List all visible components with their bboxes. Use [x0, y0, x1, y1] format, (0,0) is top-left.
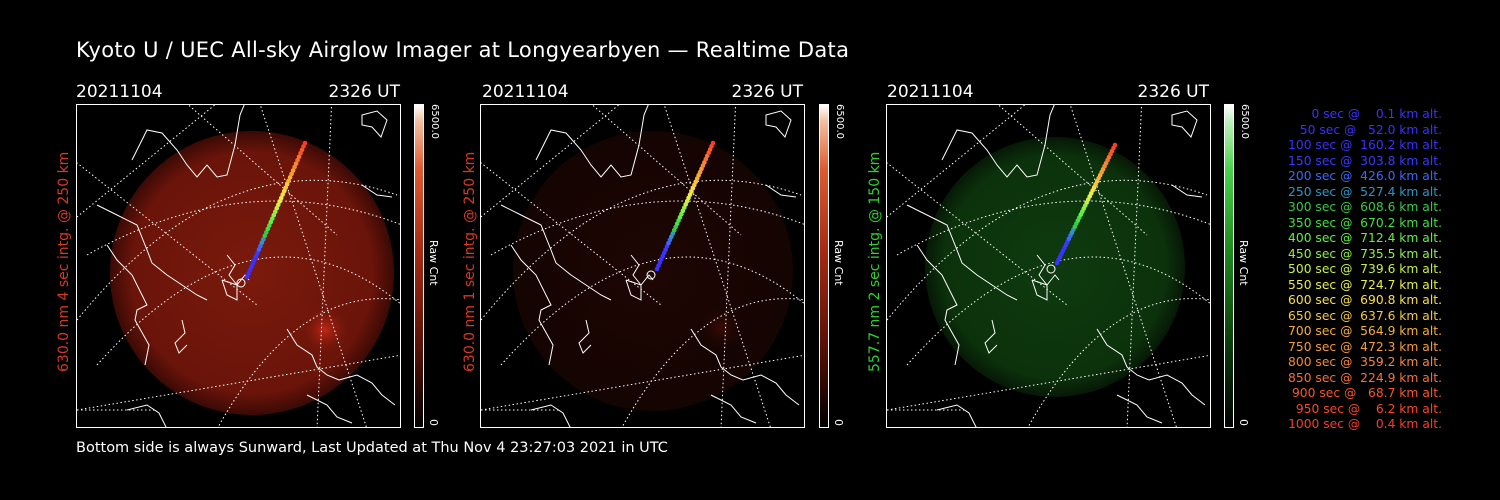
trajectory-point: [295, 157, 300, 163]
legend-row: 700 sec @ 564.9 km alt.: [1284, 324, 1442, 338]
panel-2-ylabel: 630.0 nm 1 sec intg. @ 250 km: [462, 151, 478, 372]
panel-1-cbar-max: 6500.0: [429, 104, 440, 139]
trajectory-point: [265, 226, 271, 232]
trajectory-point: [1112, 142, 1118, 148]
panel-1-image: [76, 104, 401, 428]
legend-row: 400 sec @ 712.4 km alt.: [1284, 231, 1442, 245]
panel-3-cbar-min: 0: [1237, 419, 1250, 426]
panel-1-time: 2326 UT: [328, 82, 401, 102]
panel-1-colorbar: [414, 104, 424, 428]
footer-note: Bottom side is always Sunward, Last Upda…: [76, 440, 668, 456]
legend-row: 850 sec @ 224.9 km alt.: [1284, 370, 1442, 385]
legend-row: 650 sec @ 637.6 km alt.: [1284, 308, 1442, 323]
legend-row: 450 sec @ 735.5 km alt.: [1284, 246, 1442, 261]
trajectory-point: [269, 216, 275, 221]
aurora-patch: [695, 301, 747, 353]
legend-row: 350 sec @ 670.2 km alt.: [1284, 215, 1442, 230]
trajectory-point: [292, 164, 297, 170]
trajectory-point: [274, 205, 280, 211]
legend-row: 250 sec @ 527.4 km alt.: [1284, 184, 1442, 199]
trajectory-point: [255, 250, 260, 256]
trajectory-point: [246, 271, 251, 276]
legend-row: 1000 sec @ 0.4 km alt.: [1288, 417, 1442, 431]
panel-2-cbar-min: 0: [832, 419, 845, 426]
trajectory-point: [290, 168, 296, 173]
legend-row: 900 sec @ 68.7 km alt.: [1288, 386, 1442, 400]
trajectory-point: [272, 209, 278, 215]
trajectory-point: [286, 178, 291, 184]
panel-3-image: [886, 104, 1211, 428]
legend-row: 950 sec @ 6.2 km alt.: [1291, 401, 1442, 416]
trajectory-point: [259, 240, 265, 245]
trajectory-1: [236, 140, 308, 288]
legend-row: 150 sec @ 303.8 km alt.: [1284, 153, 1442, 168]
trajectory-point: [281, 188, 287, 194]
trajectory-point: [249, 264, 254, 269]
panel-1-cbar-unit: Raw Cnt: [427, 240, 440, 286]
trajectory-point: [253, 254, 259, 259]
panel-2-cbar-max: 6500.0: [834, 104, 845, 139]
legend-row: 100 sec @ 160.2 km alt.: [1284, 138, 1442, 152]
panel-3-date: 20211104: [887, 82, 974, 102]
panel-1-ylabel: 630.0 nm 4 sec intg. @ 250 km: [56, 151, 72, 372]
legend-row: 50 sec @ 52.0 km alt.: [1291, 122, 1442, 137]
trajectory-point: [268, 219, 274, 225]
trajectory-point: [262, 233, 268, 239]
trajectory-point: [278, 195, 284, 201]
panel-2-colorbar: [819, 104, 829, 428]
legend-row: 500 sec @ 739.6 km alt.: [1284, 262, 1442, 276]
legend-row: 0 sec @ 0.1 km alt.: [1299, 107, 1442, 121]
legend-row: 600 sec @ 690.8 km alt.: [1284, 293, 1442, 307]
trajectory-point: [289, 171, 294, 177]
panel-2-time: 2326 UT: [731, 82, 804, 102]
aurora-patch: [299, 304, 351, 356]
legend-row: 550 sec @ 724.7 km alt.: [1284, 277, 1442, 292]
panel-3-cbar-max: 6500.0: [1239, 104, 1250, 139]
trajectory-point: [244, 274, 250, 280]
trajectory-point: [287, 175, 293, 180]
panel-2-date: 20211104: [482, 82, 569, 102]
trajectory-2: [646, 140, 716, 280]
trajectory-point: [247, 267, 253, 273]
legend-row: 800 sec @ 359.2 km alt.: [1284, 355, 1442, 369]
launch-site-marker: [1046, 264, 1056, 274]
trajectory-point: [299, 147, 305, 153]
trajectory-point: [302, 140, 308, 146]
page-title: Kyoto U / UEC All-sky Airglow Imager at …: [76, 38, 850, 62]
trajectory-point: [271, 212, 277, 218]
panel-2-cbar-unit: Raw Cnt: [832, 240, 845, 286]
trajectory-point: [293, 161, 299, 166]
trajectory-point: [298, 151, 303, 156]
trajectory-point: [252, 257, 257, 263]
panel-1-cbar-min: 0: [427, 419, 440, 426]
trajectory-point: [250, 260, 256, 266]
trajectory-point: [277, 199, 283, 204]
panel-3-colorbar: [1224, 104, 1234, 428]
legend-row: 300 sec @ 608.6 km alt.: [1284, 200, 1442, 214]
trajectory-point: [284, 181, 290, 187]
trajectory-point: [280, 192, 285, 197]
legend-row: 750 sec @ 472.3 km alt.: [1284, 339, 1442, 354]
trajectory-point: [275, 202, 281, 208]
trajectory-legend: 0 sec @ 0.1 km alt. 50 sec @ 52.0 km alt…: [1262, 107, 1442, 433]
trajectory-point: [258, 243, 263, 249]
panel-3-cbar-unit: Raw Cnt: [1237, 240, 1250, 286]
trajectory-point: [264, 230, 269, 235]
trajectory-point: [261, 236, 266, 242]
trajectory-point: [256, 247, 262, 252]
launch-site-marker: [236, 278, 246, 288]
panel-3-ylabel: 557.7 nm 2 sec intg. @ 150 km: [867, 151, 883, 372]
trajectory-point: [301, 144, 306, 149]
trajectory-3: [1046, 142, 1118, 274]
panel-1-date: 20211104: [76, 82, 163, 102]
panel-2-image: [480, 104, 805, 428]
trajectory-point: [710, 140, 716, 146]
trajectory-point: [296, 154, 302, 160]
trajectory-point: [283, 185, 288, 190]
legend-row: 200 sec @ 426.0 km alt.: [1284, 169, 1442, 183]
panel-3-time: 2326 UT: [1137, 82, 1210, 102]
trajectory-point: [267, 223, 272, 228]
launch-site-marker: [646, 270, 656, 280]
